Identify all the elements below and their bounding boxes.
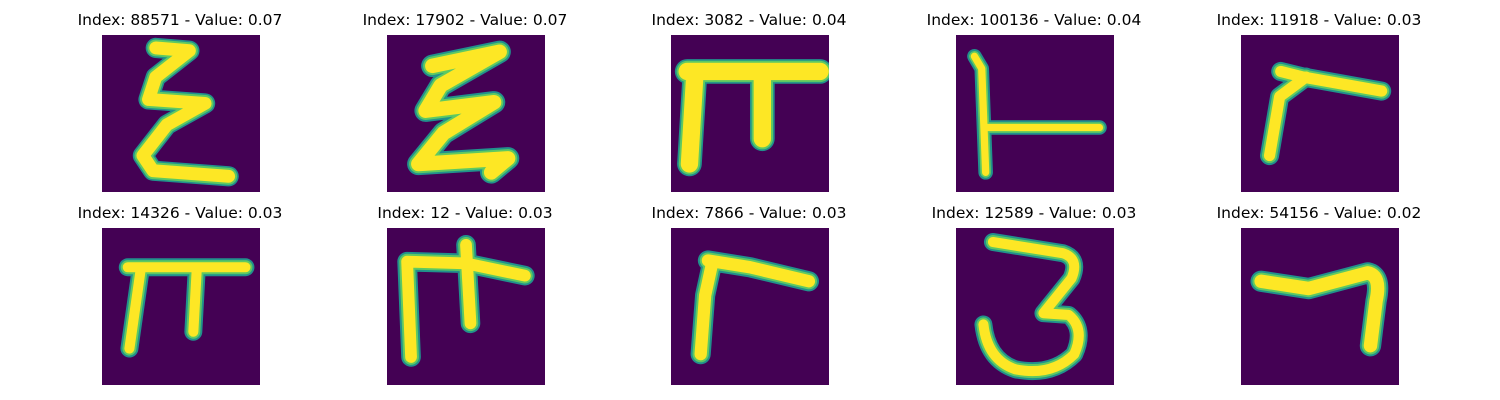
panel-6: Index: 14326 - Value: 0.03 — [35, 193, 325, 385]
digit-image — [387, 228, 545, 385]
panel-title: Index: 12 - Value: 0.03 — [377, 204, 553, 222]
panel-title: Index: 3082 - Value: 0.04 — [651, 11, 847, 29]
digit-image — [956, 228, 1114, 385]
digit-image — [1241, 228, 1399, 385]
perpendicular-glyph — [967, 49, 1107, 180]
panel-7: Index: 12 - Value: 0.03 — [320, 193, 610, 385]
hook-glyph — [1250, 262, 1389, 357]
panel-title: Index: 14326 - Value: 0.03 — [77, 204, 283, 222]
panel-title: Index: 17902 - Value: 0.07 — [362, 11, 568, 29]
digit-image — [671, 35, 829, 192]
panel-10: Index: 54156 - Value: 0.02 — [1174, 193, 1464, 385]
digit-image — [671, 228, 829, 385]
pi-glyph — [118, 258, 255, 358]
panel-title: Index: 54156 - Value: 0.02 — [1216, 204, 1422, 222]
pi-glyph — [674, 59, 829, 177]
panel-1: Index: 88571 - Value: 0.07 — [35, 0, 325, 192]
panel-5: Index: 11918 - Value: 0.03 — [1174, 0, 1464, 192]
panel-title: Index: 11918 - Value: 0.03 — [1216, 11, 1422, 29]
digit-image — [102, 228, 260, 385]
panel-8: Index: 7866 - Value: 0.03 — [604, 193, 894, 385]
three-glyph — [974, 233, 1088, 381]
panel-4: Index: 100136 - Value: 0.04 — [889, 0, 1179, 192]
pi-glyph — [397, 235, 535, 367]
gamma-glyph — [1260, 61, 1392, 166]
digit-image — [102, 35, 260, 192]
panel-3: Index: 3082 - Value: 0.04 — [604, 0, 894, 192]
digit-image — [956, 35, 1114, 192]
panel-title: Index: 88571 - Value: 0.07 — [77, 11, 283, 29]
epsilon-glyph — [407, 40, 520, 184]
panel-9: Index: 12589 - Value: 0.03 — [889, 193, 1179, 385]
panel-title: Index: 7866 - Value: 0.03 — [651, 204, 847, 222]
gamma-glyph — [690, 250, 819, 365]
panel-title: Index: 12589 - Value: 0.03 — [931, 204, 1137, 222]
panel-title: Index: 100136 - Value: 0.04 — [926, 11, 1142, 29]
panel-2: Index: 17902 - Value: 0.07 — [320, 0, 610, 192]
digit-image — [1241, 35, 1399, 192]
epsilon-glyph — [132, 37, 239, 187]
digit-image — [387, 35, 545, 192]
